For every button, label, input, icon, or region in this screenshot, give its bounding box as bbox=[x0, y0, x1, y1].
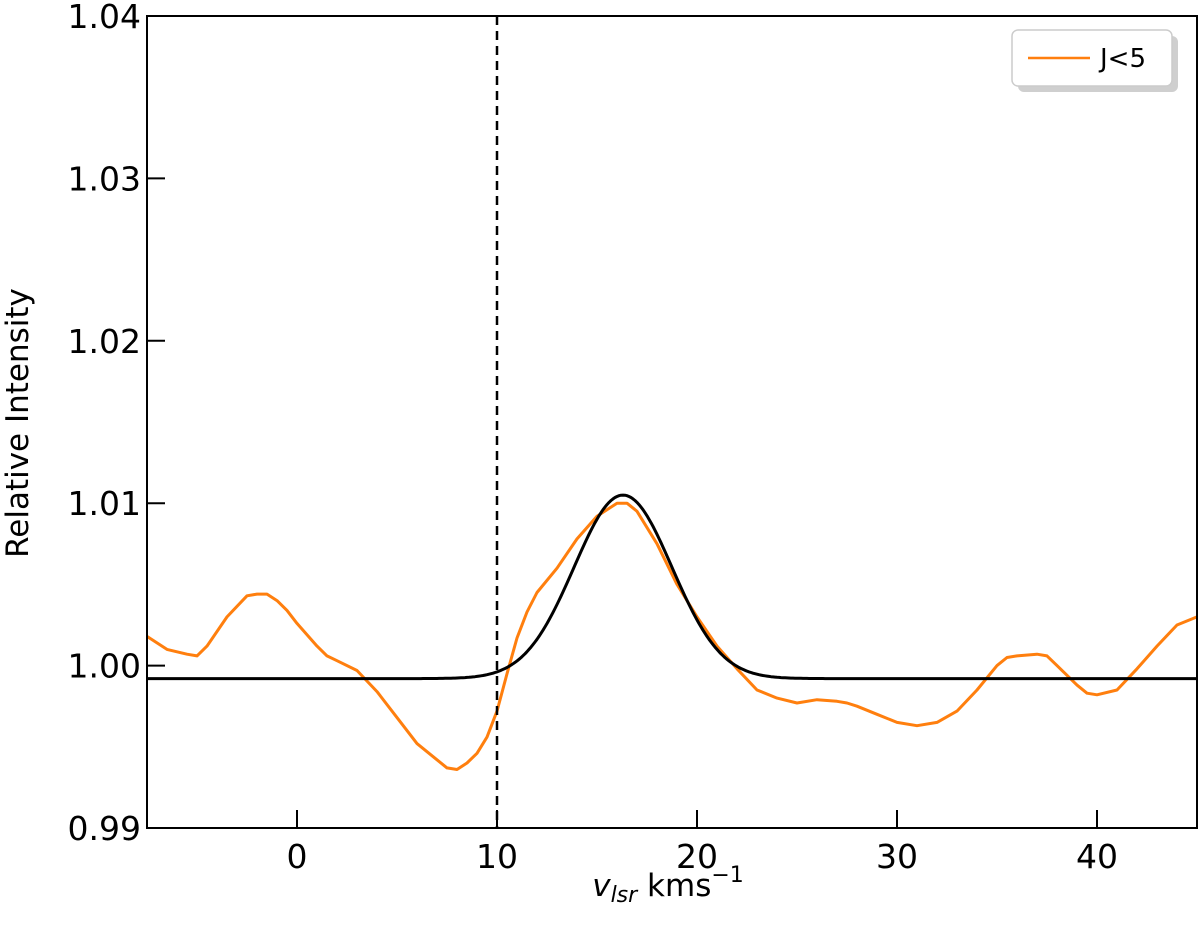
x-tick-label: 0 bbox=[287, 837, 308, 876]
plot-area bbox=[146, 16, 1198, 828]
legend: J<5 bbox=[1011, 29, 1178, 92]
x-tick-label: 40 bbox=[1076, 837, 1118, 876]
x-tick-label: 20 bbox=[676, 837, 718, 876]
series-line-j-lt-5 bbox=[146, 501, 1198, 771]
ticks: 0 10 20 30 40 0.99 1.00 1.01 1.02 1.03 1.04 bbox=[68, 0, 1118, 876]
axes-frame bbox=[146, 15, 1198, 829]
y-tick-label: 1.04 bbox=[68, 0, 141, 36]
legend-label-j-lt-5: J<5 bbox=[1098, 44, 1146, 74]
y-tick-label: 1.03 bbox=[68, 159, 141, 198]
x-tick-label: 10 bbox=[476, 837, 518, 876]
y-axis-label: Relative Intensity bbox=[0, 288, 36, 558]
y-tick-label: 1.00 bbox=[68, 647, 141, 686]
x-tick-label: 30 bbox=[876, 837, 918, 876]
legend-box bbox=[1011, 29, 1173, 87]
y-tick-label: 0.99 bbox=[68, 809, 141, 848]
x-axis-label: vlsr kms−1 bbox=[592, 863, 744, 908]
gaussian-fit-line bbox=[147, 493, 1197, 681]
y-tick-label: 1.02 bbox=[68, 322, 141, 361]
y-tick-label: 1.01 bbox=[68, 484, 141, 523]
